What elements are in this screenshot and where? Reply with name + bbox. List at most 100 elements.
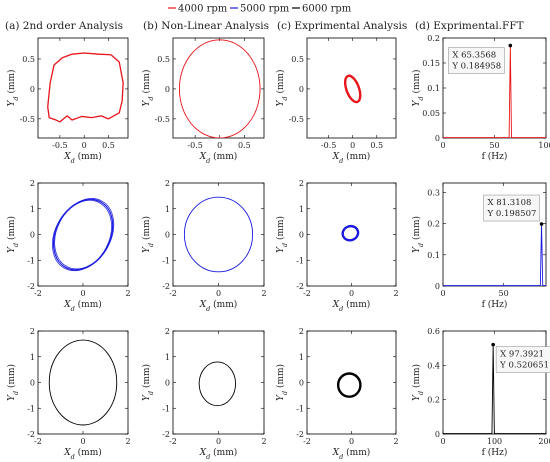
y-tick-label: -1 bbox=[27, 256, 35, 265]
orbit-line bbox=[47, 52, 124, 123]
panel-d-row1: 0 50 100 0 0.05 0.1 0.15 0.2 f (Hz) Yd (mm) X 65.3… bbox=[411, 34, 550, 162]
y-tick-label: -2 bbox=[162, 282, 170, 291]
y-tick-label: 0 bbox=[435, 430, 440, 439]
y-tick-label: 2 bbox=[165, 179, 170, 188]
datatip-x: X 81.3108 bbox=[488, 198, 532, 208]
y-tick-label: -1 bbox=[162, 404, 170, 413]
column-titles: (a) 2nd order Analysis (b) Non-Linear Ana… bbox=[5, 20, 524, 32]
y-tick-label: 0 bbox=[299, 85, 304, 94]
column-title-a: (a) 2nd order Analysis bbox=[5, 20, 123, 32]
y-tick-label: -0.5 bbox=[289, 115, 304, 124]
y-tick-label: 0.2 bbox=[427, 34, 440, 43]
y-tick-label: 1 bbox=[30, 205, 35, 214]
y-tick-label: -2 bbox=[296, 282, 304, 291]
x-tick-label: 0 bbox=[80, 289, 85, 298]
panel-b-row2: -2 0 2 -2 -1 0 1 2 Xd (mm) Yd (mm) bbox=[141, 179, 267, 313]
datatip-x: X 97.3921 bbox=[500, 350, 544, 360]
y-tick-label: 0 bbox=[30, 85, 35, 94]
panel-d-row3: 0 100 200 0 0.2 0.4 0.6 f (Hz) Yd (mm) X 97.3921Y… bbox=[411, 327, 550, 458]
y-axis-label: Yd (mm) bbox=[141, 69, 155, 106]
datatip-y: Y 0.184958 bbox=[451, 62, 501, 72]
y-tick-label: 0 bbox=[165, 379, 170, 388]
column-title-c: (c) Exprimental Analysis bbox=[277, 20, 407, 32]
y-axis-label: Yd (mm) bbox=[6, 364, 20, 401]
x-axis-label: Xd (mm) bbox=[199, 299, 238, 313]
x-axis-label: Xd (mm) bbox=[332, 151, 371, 165]
y-axis-label: Yd (mm) bbox=[141, 364, 155, 401]
y-tick-label: 0 bbox=[299, 379, 304, 388]
y-tick-label: 2 bbox=[299, 179, 304, 188]
orbit-line bbox=[341, 224, 360, 242]
x-axis-label: Xd (mm) bbox=[332, 299, 371, 313]
legend-label-3: 6000 rpm bbox=[302, 4, 352, 15]
y-tick-label: 0.5 bbox=[157, 55, 170, 64]
orbit-line bbox=[198, 361, 237, 407]
peak-marker bbox=[508, 43, 513, 48]
y-tick-label: -1 bbox=[162, 256, 170, 265]
y-tick-label: 0 bbox=[435, 134, 440, 143]
panel-a-row2: -2 0 2 -2 -1 0 1 2 Xd (mm) Yd (mm) bbox=[6, 179, 131, 313]
y-tick-label: -2 bbox=[27, 282, 35, 291]
x-tick-label: 0 bbox=[349, 289, 354, 298]
orbit-line bbox=[343, 74, 362, 104]
y-tick-label: 0.2 bbox=[427, 396, 440, 405]
y-tick-label: 0.2 bbox=[427, 220, 440, 229]
panels: -0.5 0 0.5-0.500.5Xd (mm)Yd (mm)-0.5 0 0.5-0… bbox=[6, 34, 550, 461]
x-tick-label: 0 bbox=[350, 141, 355, 150]
x-tick-label: 0 bbox=[216, 289, 221, 298]
panel-a-row3: -2 0 2 -2 -1 0 1 2 Xd (mm) Yd (mm) bbox=[6, 327, 131, 461]
axes-box bbox=[37, 330, 129, 435]
column-title-b: (b) Non-Linear Analysis bbox=[143, 20, 269, 32]
x-tick-label: 2 bbox=[393, 289, 398, 298]
x-tick-label: 100 bbox=[538, 141, 550, 150]
axes-box bbox=[172, 37, 265, 139]
x-axis-label: f (Hz) bbox=[482, 299, 508, 310]
x-tick-label: 0 bbox=[440, 141, 445, 150]
y-tick-label: 1 bbox=[165, 353, 170, 362]
datatip-x: X 65.3568 bbox=[452, 51, 496, 61]
y-tick-label: 1 bbox=[30, 353, 35, 362]
x-axis-label: f (Hz) bbox=[482, 151, 508, 162]
y-tick-label: 0.3 bbox=[427, 188, 440, 197]
axes-box bbox=[306, 37, 397, 139]
x-axis-label: f (Hz) bbox=[482, 447, 508, 458]
x-tick-label: 0 bbox=[217, 141, 222, 150]
x-tick-label: 2 bbox=[125, 289, 130, 298]
x-tick-label: 0 bbox=[440, 289, 445, 298]
y-tick-label: 0.5 bbox=[22, 55, 35, 64]
y-tick-label: 0.1 bbox=[427, 251, 440, 260]
x-tick-label: -2 bbox=[303, 437, 311, 446]
x-axis-label: Xd (mm) bbox=[199, 151, 238, 165]
y-tick-label: 0.05 bbox=[422, 109, 440, 118]
y-axis-label: Yd (mm) bbox=[411, 364, 425, 401]
x-tick-label: 0 bbox=[80, 437, 85, 446]
peak-marker bbox=[539, 222, 544, 226]
x-tick-label: -0.5 bbox=[321, 141, 336, 150]
axes-box bbox=[306, 330, 397, 435]
y-axis-label: Yd (mm) bbox=[275, 216, 289, 253]
y-tick-label: 0.15 bbox=[422, 59, 440, 68]
y-tick-label: 2 bbox=[30, 327, 35, 336]
x-tick-label: 0 bbox=[349, 437, 354, 446]
y-tick-label: -2 bbox=[162, 430, 170, 439]
x-tick-label: 0.5 bbox=[102, 141, 115, 150]
y-tick-label: 0 bbox=[299, 231, 304, 240]
y-axis-label: Yd (mm) bbox=[6, 216, 20, 253]
x-axis-label: Xd (mm) bbox=[63, 447, 102, 461]
y-tick-label: -2 bbox=[27, 430, 35, 439]
x-tick-label: -2 bbox=[169, 437, 177, 446]
x-axis-label: Xd (mm) bbox=[199, 447, 238, 461]
peak-marker bbox=[491, 342, 495, 347]
axes-box bbox=[37, 37, 129, 139]
y-tick-label: 0.4 bbox=[427, 361, 440, 370]
y-tick-label: 1 bbox=[299, 205, 304, 214]
legend: 4000 rpm 5000 rpm 6000 rpm bbox=[168, 4, 352, 15]
y-tick-label: -1 bbox=[27, 404, 35, 413]
axes-box bbox=[172, 330, 265, 435]
y-tick-label: 0 bbox=[435, 282, 440, 291]
panel-c-row1: -0.5 0 0.5-0.500.5Xd (mm)Yd (mm) bbox=[275, 37, 397, 165]
y-tick-label: 2 bbox=[299, 327, 304, 336]
axes-box bbox=[172, 182, 265, 287]
x-tick-label: 0.5 bbox=[238, 141, 251, 150]
